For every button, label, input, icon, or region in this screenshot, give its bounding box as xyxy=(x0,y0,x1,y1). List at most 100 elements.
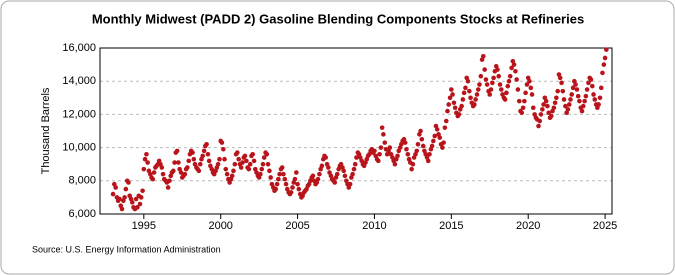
point xyxy=(332,180,338,185)
point xyxy=(461,90,467,96)
point xyxy=(555,88,561,94)
point xyxy=(215,161,221,167)
point xyxy=(409,166,414,172)
source-note: Source: U.S. Energy Information Administ… xyxy=(32,244,221,254)
point xyxy=(477,82,482,87)
point xyxy=(267,168,272,174)
point xyxy=(221,146,226,152)
point xyxy=(527,78,532,84)
point xyxy=(557,75,563,81)
point xyxy=(137,201,143,207)
point xyxy=(354,155,359,160)
point xyxy=(261,155,267,160)
point xyxy=(251,158,257,164)
point xyxy=(465,78,471,84)
point xyxy=(276,176,281,182)
point xyxy=(552,100,558,106)
point xyxy=(279,165,285,170)
point xyxy=(591,92,596,97)
point xyxy=(200,153,206,159)
point xyxy=(563,103,568,109)
point xyxy=(434,127,440,132)
point xyxy=(206,158,212,164)
point xyxy=(281,171,286,177)
point xyxy=(537,118,543,124)
point xyxy=(378,145,384,150)
x-tick-label: 2000 xyxy=(208,220,232,232)
point xyxy=(190,150,195,155)
point xyxy=(395,153,400,159)
point xyxy=(341,168,346,174)
point xyxy=(522,98,527,104)
point xyxy=(141,166,147,172)
point xyxy=(432,133,438,139)
point xyxy=(296,186,302,192)
point xyxy=(288,190,294,195)
point xyxy=(171,168,176,174)
point xyxy=(495,67,500,72)
point xyxy=(575,93,581,99)
point xyxy=(554,95,559,101)
point xyxy=(488,87,494,92)
point xyxy=(447,95,453,101)
point xyxy=(283,181,289,187)
point xyxy=(150,176,156,182)
point xyxy=(122,195,127,200)
point xyxy=(506,78,512,84)
point xyxy=(352,161,358,167)
point xyxy=(135,205,140,210)
point xyxy=(536,123,541,129)
point xyxy=(545,103,550,109)
point xyxy=(559,80,564,86)
point xyxy=(463,85,468,91)
point xyxy=(496,73,501,79)
point xyxy=(574,87,580,92)
point xyxy=(481,54,486,59)
point xyxy=(502,97,508,102)
point xyxy=(319,163,325,169)
point xyxy=(456,112,462,117)
point xyxy=(176,160,181,165)
point xyxy=(240,160,245,165)
point xyxy=(491,75,496,81)
point xyxy=(236,156,241,162)
point xyxy=(167,178,172,184)
point xyxy=(570,85,576,91)
point xyxy=(350,171,355,177)
point xyxy=(427,151,432,157)
point xyxy=(420,143,426,149)
point xyxy=(482,67,487,72)
point xyxy=(497,82,503,87)
point xyxy=(282,176,288,182)
point xyxy=(119,206,125,212)
point xyxy=(151,170,157,175)
point xyxy=(238,165,244,170)
point xyxy=(565,107,571,112)
point xyxy=(443,118,449,124)
point xyxy=(598,85,604,91)
point xyxy=(468,95,473,101)
point xyxy=(273,186,279,192)
point xyxy=(582,98,587,104)
point xyxy=(250,151,255,157)
point xyxy=(529,92,535,97)
point xyxy=(372,148,377,154)
y-tick-label: 10,000 xyxy=(62,142,96,154)
point xyxy=(425,158,431,164)
point xyxy=(586,80,591,86)
y-tick-label: 8,000 xyxy=(68,175,96,187)
point xyxy=(538,112,544,117)
point xyxy=(404,146,409,152)
plot-frame xyxy=(99,47,613,215)
point xyxy=(129,200,135,205)
point xyxy=(560,88,566,94)
point xyxy=(347,181,353,187)
point xyxy=(410,161,416,167)
point xyxy=(498,87,504,92)
point xyxy=(520,105,526,111)
point xyxy=(460,97,466,102)
point xyxy=(375,158,381,164)
point xyxy=(172,160,177,165)
point xyxy=(351,166,357,172)
point xyxy=(292,176,298,182)
